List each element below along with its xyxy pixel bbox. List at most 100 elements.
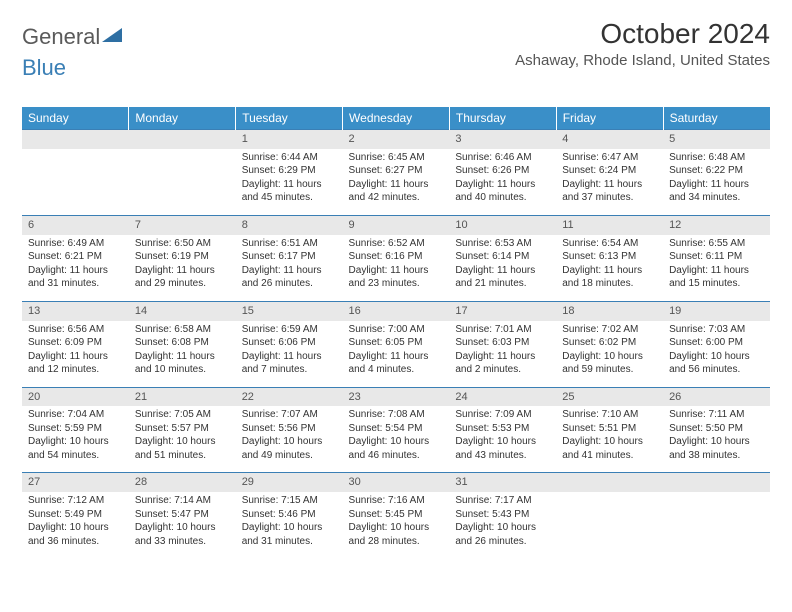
- daylight-text: Daylight: 10 hours and 28 minutes.: [349, 521, 444, 548]
- day-number: 8: [236, 216, 343, 235]
- sunrise-text: Sunrise: 6:55 AM: [669, 237, 764, 251]
- day-number: [556, 473, 663, 492]
- day-number: 11: [556, 216, 663, 235]
- sunset-text: Sunset: 6:24 PM: [562, 164, 657, 178]
- sunrise-text: Sunrise: 7:00 AM: [349, 323, 444, 337]
- calendar-cell: 19Sunrise: 7:03 AMSunset: 6:00 PMDayligh…: [663, 301, 770, 387]
- day-number: 2: [343, 130, 450, 149]
- month-title: October 2024: [515, 18, 770, 50]
- calendar-cell: 17Sunrise: 7:01 AMSunset: 6:03 PMDayligh…: [449, 301, 556, 387]
- daylight-text: Daylight: 11 hours and 2 minutes.: [455, 350, 550, 377]
- day-content: [129, 149, 236, 215]
- day-number: 20: [22, 388, 129, 407]
- calendar-cell: 25Sunrise: 7:10 AMSunset: 5:51 PMDayligh…: [556, 387, 663, 473]
- sunrise-text: Sunrise: 7:02 AM: [562, 323, 657, 337]
- calendar-row: 6Sunrise: 6:49 AMSunset: 6:21 PMDaylight…: [22, 215, 770, 301]
- day-content: Sunrise: 6:50 AMSunset: 6:19 PMDaylight:…: [129, 235, 236, 301]
- col-thursday: Thursday: [449, 107, 556, 130]
- day-number: 16: [343, 302, 450, 321]
- calendar-cell: 7Sunrise: 6:50 AMSunset: 6:19 PMDaylight…: [129, 215, 236, 301]
- day-content: Sunrise: 7:00 AMSunset: 6:05 PMDaylight:…: [343, 321, 450, 387]
- day-content: Sunrise: 7:17 AMSunset: 5:43 PMDaylight:…: [449, 492, 556, 558]
- sunrise-text: Sunrise: 7:04 AM: [28, 408, 123, 422]
- day-number: 24: [449, 388, 556, 407]
- day-number: 21: [129, 388, 236, 407]
- calendar-body: 1Sunrise: 6:44 AMSunset: 6:29 PMDaylight…: [22, 130, 770, 559]
- sunset-text: Sunset: 6:17 PM: [242, 250, 337, 264]
- day-content: Sunrise: 7:08 AMSunset: 5:54 PMDaylight:…: [343, 406, 450, 472]
- day-content: Sunrise: 6:53 AMSunset: 6:14 PMDaylight:…: [449, 235, 556, 301]
- calendar-table: Sunday Monday Tuesday Wednesday Thursday…: [22, 107, 770, 558]
- day-number: 17: [449, 302, 556, 321]
- sunset-text: Sunset: 5:49 PM: [28, 508, 123, 522]
- sunrise-text: Sunrise: 6:51 AM: [242, 237, 337, 251]
- calendar-cell: 9Sunrise: 6:52 AMSunset: 6:16 PMDaylight…: [343, 215, 450, 301]
- calendar-cell: 23Sunrise: 7:08 AMSunset: 5:54 PMDayligh…: [343, 387, 450, 473]
- daylight-text: Daylight: 11 hours and 26 minutes.: [242, 264, 337, 291]
- sunset-text: Sunset: 6:16 PM: [349, 250, 444, 264]
- daylight-text: Daylight: 11 hours and 37 minutes.: [562, 178, 657, 205]
- day-content: [663, 492, 770, 558]
- daylight-text: Daylight: 11 hours and 23 minutes.: [349, 264, 444, 291]
- sunset-text: Sunset: 5:46 PM: [242, 508, 337, 522]
- day-content: Sunrise: 6:45 AMSunset: 6:27 PMDaylight:…: [343, 149, 450, 215]
- daylight-text: Daylight: 10 hours and 41 minutes.: [562, 435, 657, 462]
- daylight-text: Daylight: 11 hours and 34 minutes.: [669, 178, 764, 205]
- daylight-text: Daylight: 10 hours and 43 minutes.: [455, 435, 550, 462]
- day-number: 7: [129, 216, 236, 235]
- sunrise-text: Sunrise: 6:46 AM: [455, 151, 550, 165]
- sunset-text: Sunset: 6:29 PM: [242, 164, 337, 178]
- sunrise-text: Sunrise: 6:52 AM: [349, 237, 444, 251]
- daylight-text: Daylight: 10 hours and 36 minutes.: [28, 521, 123, 548]
- day-number: 29: [236, 473, 343, 492]
- sunset-text: Sunset: 6:02 PM: [562, 336, 657, 350]
- day-number: 18: [556, 302, 663, 321]
- calendar-cell: 26Sunrise: 7:11 AMSunset: 5:50 PMDayligh…: [663, 387, 770, 473]
- sunset-text: Sunset: 6:14 PM: [455, 250, 550, 264]
- sunrise-text: Sunrise: 6:53 AM: [455, 237, 550, 251]
- sunset-text: Sunset: 6:09 PM: [28, 336, 123, 350]
- day-number: 3: [449, 130, 556, 149]
- calendar-cell: 18Sunrise: 7:02 AMSunset: 6:02 PMDayligh…: [556, 301, 663, 387]
- calendar-cell: 31Sunrise: 7:17 AMSunset: 5:43 PMDayligh…: [449, 473, 556, 558]
- daylight-text: Daylight: 11 hours and 45 minutes.: [242, 178, 337, 205]
- daylight-text: Daylight: 10 hours and 26 minutes.: [455, 521, 550, 548]
- calendar-cell: 22Sunrise: 7:07 AMSunset: 5:56 PMDayligh…: [236, 387, 343, 473]
- day-number: [129, 130, 236, 149]
- sunrise-text: Sunrise: 7:11 AM: [669, 408, 764, 422]
- sunset-text: Sunset: 6:19 PM: [135, 250, 230, 264]
- sunset-text: Sunset: 5:47 PM: [135, 508, 230, 522]
- calendar-cell: 11Sunrise: 6:54 AMSunset: 6:13 PMDayligh…: [556, 215, 663, 301]
- day-number: 23: [343, 388, 450, 407]
- calendar-cell: 16Sunrise: 7:00 AMSunset: 6:05 PMDayligh…: [343, 301, 450, 387]
- sunrise-text: Sunrise: 7:14 AM: [135, 494, 230, 508]
- calendar-cell: 24Sunrise: 7:09 AMSunset: 5:53 PMDayligh…: [449, 387, 556, 473]
- daylight-text: Daylight: 10 hours and 49 minutes.: [242, 435, 337, 462]
- sunrise-text: Sunrise: 6:58 AM: [135, 323, 230, 337]
- col-monday: Monday: [129, 107, 236, 130]
- daylight-text: Daylight: 11 hours and 21 minutes.: [455, 264, 550, 291]
- day-number: 30: [343, 473, 450, 492]
- calendar-row: 20Sunrise: 7:04 AMSunset: 5:59 PMDayligh…: [22, 387, 770, 473]
- calendar-cell: [129, 130, 236, 216]
- sunset-text: Sunset: 5:59 PM: [28, 422, 123, 436]
- day-content: Sunrise: 7:12 AMSunset: 5:49 PMDaylight:…: [22, 492, 129, 558]
- day-content: Sunrise: 7:10 AMSunset: 5:51 PMDaylight:…: [556, 406, 663, 472]
- day-number: 31: [449, 473, 556, 492]
- day-content: Sunrise: 6:55 AMSunset: 6:11 PMDaylight:…: [663, 235, 770, 301]
- sunrise-text: Sunrise: 7:07 AM: [242, 408, 337, 422]
- sunrise-text: Sunrise: 7:08 AM: [349, 408, 444, 422]
- daylight-text: Daylight: 10 hours and 54 minutes.: [28, 435, 123, 462]
- daylight-text: Daylight: 11 hours and 31 minutes.: [28, 264, 123, 291]
- calendar-cell: 2Sunrise: 6:45 AMSunset: 6:27 PMDaylight…: [343, 130, 450, 216]
- daylight-text: Daylight: 10 hours and 56 minutes.: [669, 350, 764, 377]
- col-wednesday: Wednesday: [343, 107, 450, 130]
- sunrise-text: Sunrise: 6:49 AM: [28, 237, 123, 251]
- daylight-text: Daylight: 10 hours and 46 minutes.: [349, 435, 444, 462]
- daylight-text: Daylight: 11 hours and 40 minutes.: [455, 178, 550, 205]
- daylight-text: Daylight: 11 hours and 10 minutes.: [135, 350, 230, 377]
- daylight-text: Daylight: 10 hours and 31 minutes.: [242, 521, 337, 548]
- sunset-text: Sunset: 6:05 PM: [349, 336, 444, 350]
- day-content: Sunrise: 6:44 AMSunset: 6:29 PMDaylight:…: [236, 149, 343, 215]
- sunset-text: Sunset: 5:56 PM: [242, 422, 337, 436]
